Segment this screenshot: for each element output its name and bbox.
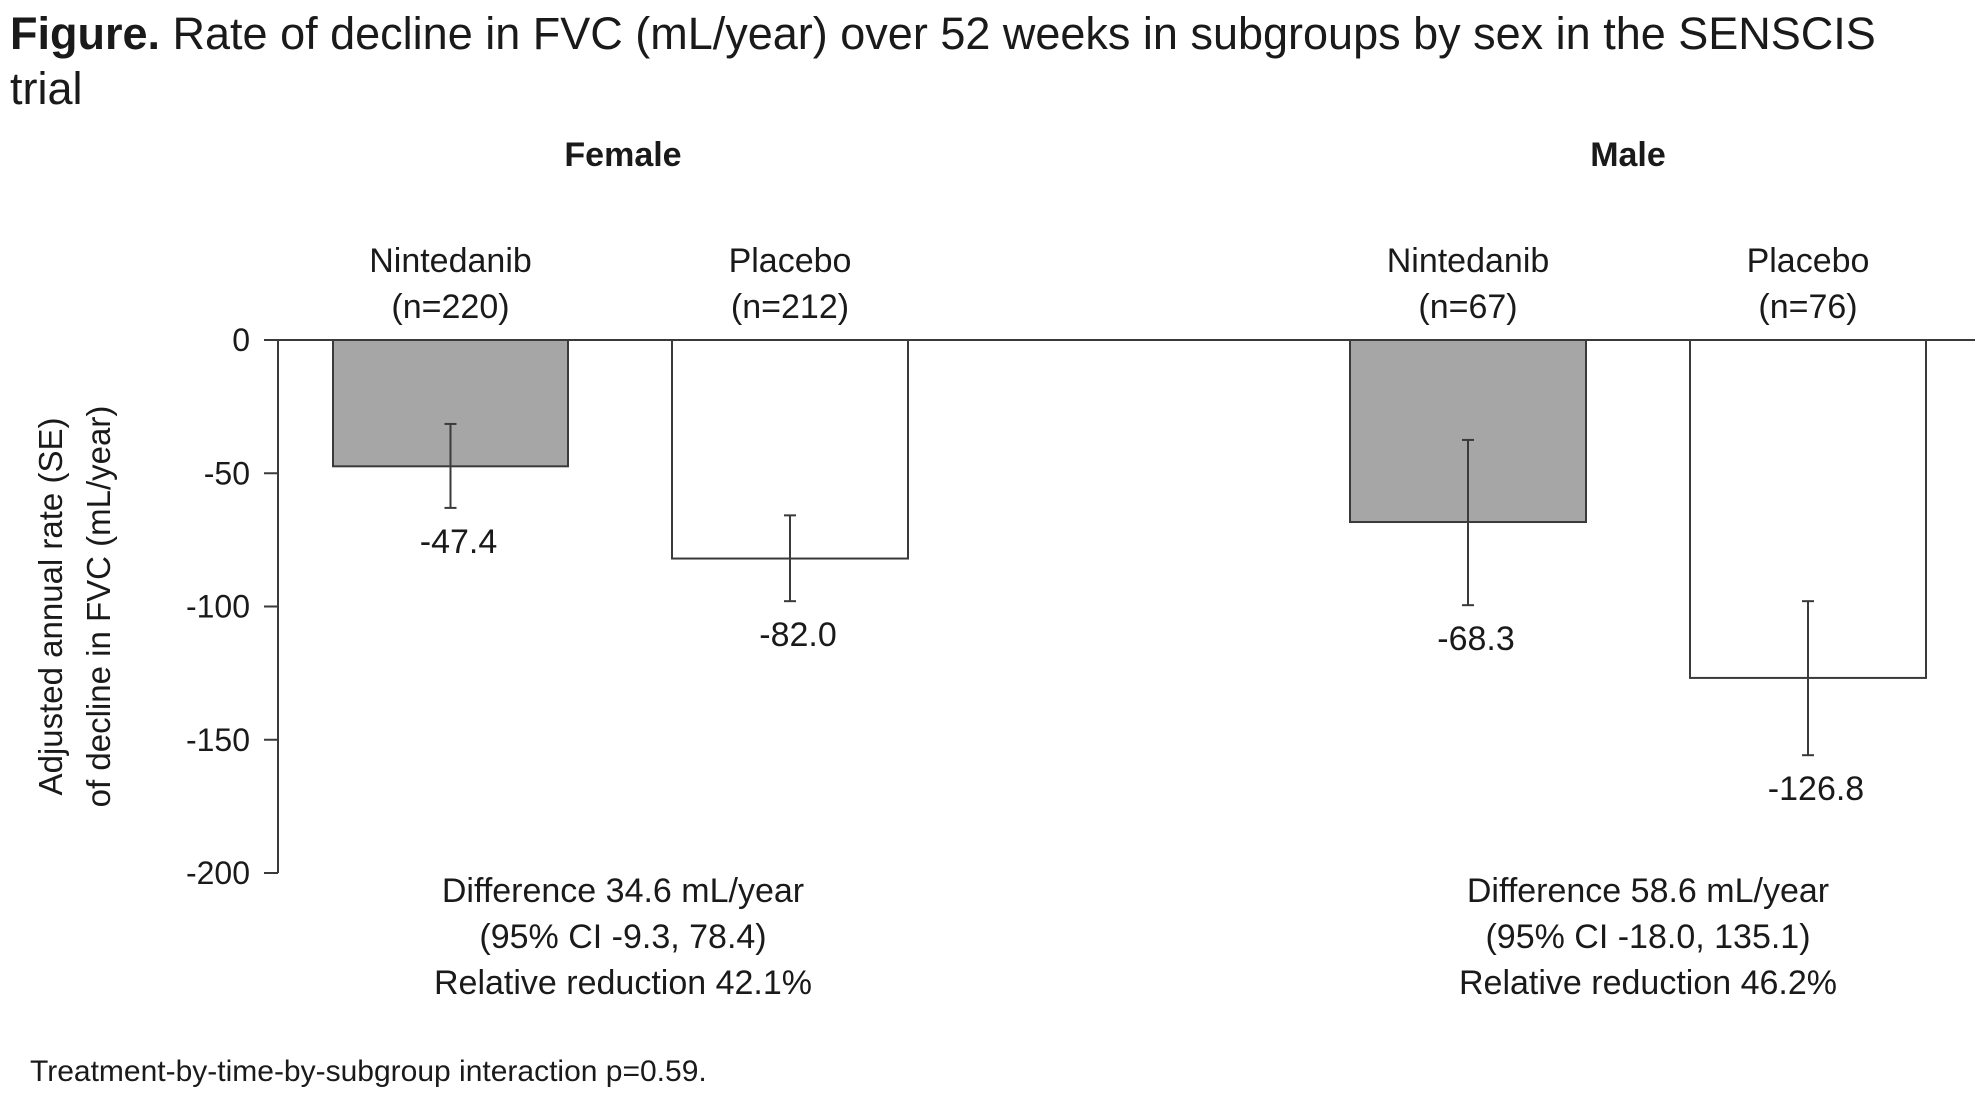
data-label: -68.3 [1437, 620, 1515, 658]
bar-label: Placebo [729, 242, 852, 280]
y-axis-label-line2: of decline in FVC (mL/year) [80, 406, 117, 808]
stats-line: (95% CI -18.0, 135.1) [1485, 918, 1810, 956]
y-axis-label-line1: Adjusted annual rate (SE) [32, 418, 69, 796]
data-label: -126.8 [1768, 770, 1864, 808]
data-label: -47.4 [420, 523, 498, 561]
stats-line: Difference 34.6 mL/year [442, 872, 804, 910]
stats-line: Relative reduction 42.1% [434, 964, 812, 1002]
bar-n-label: (n=220) [391, 288, 509, 326]
y-tick-label: -150 [186, 722, 250, 758]
figure-title-lead: Figure. [10, 8, 161, 59]
footnote: Treatment-by-time-by-subgroup interactio… [30, 1055, 707, 1088]
stats-line: (95% CI -9.3, 78.4) [479, 918, 766, 956]
y-tick-label: -100 [186, 589, 250, 625]
data-label: -82.0 [759, 616, 837, 654]
y-tick-label: -50 [204, 455, 250, 491]
bar-label: Nintedanib [1387, 242, 1550, 280]
group-title-male: Male [1590, 136, 1666, 174]
bar-n-label: (n=76) [1758, 288, 1857, 326]
figure-title: Figure. Rate of decline in FVC (mL/year)… [10, 6, 1910, 116]
bar-label: Nintedanib [369, 242, 532, 280]
bar-label: Placebo [1747, 242, 1870, 280]
stats-line: Relative reduction 46.2% [1459, 964, 1837, 1002]
bar-n-label: (n=212) [731, 288, 849, 326]
group-title-female: Female [564, 136, 681, 174]
bar-n-label: (n=67) [1418, 288, 1517, 326]
y-tick-label: 0 [232, 322, 250, 358]
y-tick-label: -200 [186, 855, 250, 891]
figure-title-text: Rate of decline in FVC (mL/year) over 52… [10, 8, 1876, 114]
stats-line: Difference 58.6 mL/year [1467, 872, 1829, 910]
